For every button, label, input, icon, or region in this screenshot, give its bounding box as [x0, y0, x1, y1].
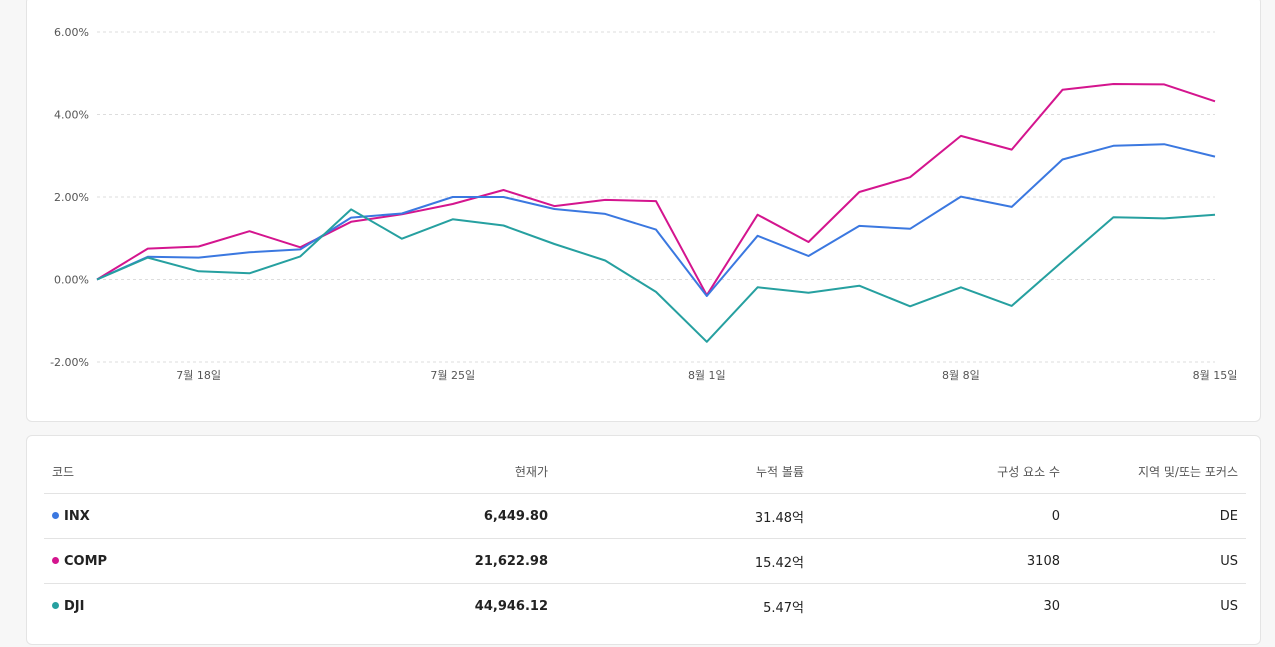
table-row[interactable]: INX 6,449.80 31.48억 0 DE: [44, 493, 1246, 539]
x-tick-label: 7월 18일: [176, 368, 221, 382]
x-tick-label: 8월 1일: [688, 368, 726, 382]
index-table-card: 코드 현재가 누적 볼륨 구성 요소 수 지역 및/또는 포커스 INX 6,4…: [26, 435, 1261, 645]
row-volume: 15.42억: [556, 538, 812, 584]
series-line-inx[interactable]: [96, 143, 1216, 297]
row-code-cell[interactable]: INX: [44, 493, 300, 539]
row-code-cell[interactable]: COMP: [44, 538, 300, 584]
table-header-row: 코드 현재가 누적 볼륨 구성 요소 수 지역 및/또는 포커스: [44, 450, 1246, 494]
y-tick-label: -2.00%: [50, 356, 89, 369]
row-region: US: [1220, 598, 1238, 614]
row-price: 21,622.98: [300, 538, 556, 584]
row-volume: 5.47억: [763, 600, 804, 616]
table-row[interactable]: COMP 21,622.98 15.42억 3108 US: [44, 538, 1246, 584]
row-components: 0: [812, 493, 1068, 539]
y-tick-label: 4.00%: [54, 109, 89, 122]
series-line-dji[interactable]: [96, 208, 1216, 343]
row-code[interactable]: INX: [64, 508, 90, 524]
series-color-dot: [52, 556, 59, 564]
table-row[interactable]: DJI 44,946.12 5.47억 30 US: [44, 584, 1246, 629]
x-tick-label: 8월 8일: [942, 368, 980, 382]
row-code[interactable]: COMP: [64, 553, 108, 569]
row-region: DE: [1068, 493, 1246, 539]
row-region: US: [1068, 538, 1246, 584]
series-line-comp[interactable]: [96, 83, 1216, 297]
row-components: 3108: [812, 538, 1068, 584]
row-components: 30: [1043, 598, 1060, 614]
header-price[interactable]: 현재가: [300, 450, 556, 494]
header-code[interactable]: 코드: [44, 450, 300, 494]
y-tick-label: 2.00%: [54, 191, 89, 204]
x-tick-label: 7월 25일: [430, 368, 475, 382]
row-code[interactable]: DJI: [64, 598, 85, 614]
x-tick-label: 8월 15일: [1193, 368, 1238, 382]
y-tick-label: 6.00%: [54, 26, 89, 39]
series-color-dot: [52, 601, 59, 609]
row-code-cell[interactable]: DJI: [44, 584, 300, 629]
row-price: 44,946.12: [474, 598, 548, 614]
header-volume[interactable]: 누적 볼륨: [556, 450, 812, 494]
header-components[interactable]: 구성 요소 수: [812, 450, 1068, 494]
series-color-dot: [52, 511, 59, 519]
index-table: 코드 현재가 누적 볼륨 구성 요소 수 지역 및/또는 포커스 INX 6,4…: [44, 450, 1246, 628]
header-region[interactable]: 지역 및/또는 포커스: [1068, 450, 1246, 494]
row-volume: 31.48억: [556, 493, 812, 539]
row-price: 6,449.80: [300, 493, 556, 539]
y-tick-label: 0.00%: [54, 274, 89, 287]
line-chart: 6.00% 4.00% 2.00% 0.00% -2.00% 7월 18일 7월 25일 8…: [50, 26, 1238, 382]
chart-card: 6.00% 4.00% 2.00% 0.00% -2.00% 7월 18일 7월 25일 8…: [26, 0, 1261, 422]
